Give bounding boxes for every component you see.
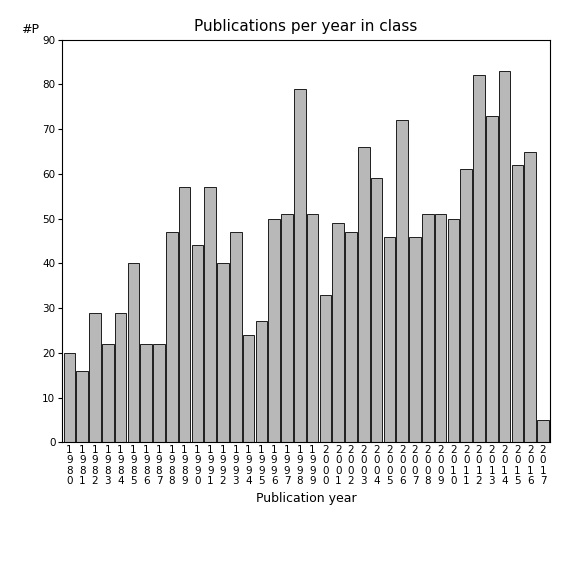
Bar [243, 335, 255, 442]
Bar [294, 89, 306, 442]
Bar [384, 236, 395, 442]
Bar [307, 214, 318, 442]
Bar [499, 71, 510, 442]
Title: Publications per year in class: Publications per year in class [194, 19, 418, 35]
Bar [524, 151, 536, 442]
Bar [332, 223, 344, 442]
Bar [447, 219, 459, 442]
Bar [409, 236, 421, 442]
Bar [422, 214, 434, 442]
Bar [205, 187, 216, 442]
Text: #P: #P [21, 23, 39, 36]
Bar [166, 232, 177, 442]
Bar [460, 170, 472, 442]
Bar [320, 295, 331, 442]
Bar [281, 214, 293, 442]
Bar [153, 344, 165, 442]
Bar [396, 120, 408, 442]
Bar [102, 344, 113, 442]
Bar [256, 321, 267, 442]
Bar [230, 232, 242, 442]
Bar [371, 179, 382, 442]
Bar [64, 353, 75, 442]
Bar [358, 147, 370, 442]
Bar [217, 263, 229, 442]
Bar [473, 75, 485, 442]
Bar [511, 165, 523, 442]
Bar [77, 371, 88, 442]
Bar [179, 187, 191, 442]
Bar [435, 214, 446, 442]
X-axis label: Publication year: Publication year [256, 492, 357, 505]
Bar [345, 232, 357, 442]
Bar [537, 420, 549, 442]
Bar [128, 263, 139, 442]
Bar [268, 219, 280, 442]
Bar [486, 116, 497, 442]
Bar [89, 312, 101, 442]
Bar [141, 344, 152, 442]
Bar [115, 312, 126, 442]
Bar [192, 246, 203, 442]
